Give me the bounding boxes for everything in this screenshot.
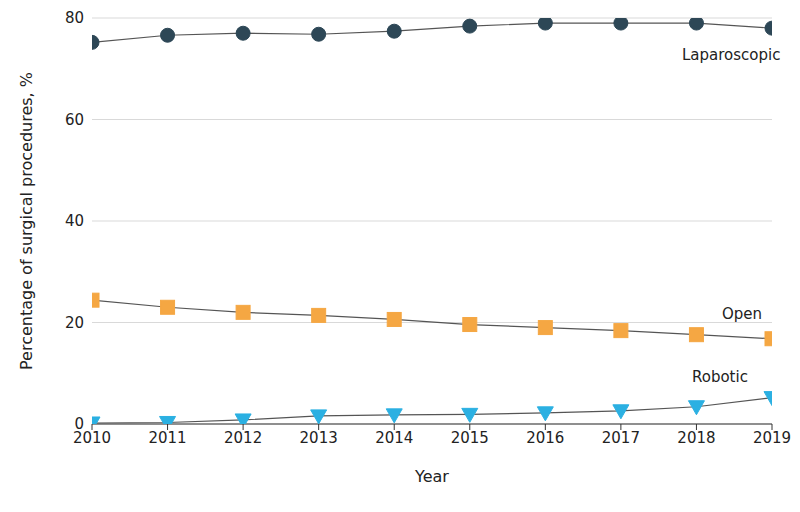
svg-text:Percentage of surgical procedu: Percentage of surgical procedures, % (17, 72, 36, 370)
svg-text:60: 60 (65, 111, 84, 129)
svg-text:80: 80 (65, 9, 84, 27)
svg-text:2015: 2015 (451, 429, 489, 447)
svg-text:2013: 2013 (300, 429, 338, 447)
svg-text:Robotic: Robotic (692, 368, 748, 386)
svg-text:2012: 2012 (224, 429, 262, 447)
svg-text:Open: Open (722, 305, 762, 323)
svg-text:2011: 2011 (148, 429, 186, 447)
svg-text:2010: 2010 (72, 428, 112, 447)
svg-text:2017: 2017 (602, 429, 640, 447)
svg-text:40: 40 (65, 212, 84, 230)
svg-text:20: 20 (65, 314, 84, 332)
svg-text:2019: 2019 (753, 429, 791, 447)
svg-text:Year: Year (414, 467, 449, 486)
svg-text:2014: 2014 (375, 429, 413, 447)
svg-text:0: 0 (74, 415, 84, 433)
svg-text:2016: 2016 (526, 429, 564, 447)
svg-text:2018: 2018 (677, 429, 715, 447)
svg-text:Laparoscopic: Laparoscopic (682, 46, 780, 64)
